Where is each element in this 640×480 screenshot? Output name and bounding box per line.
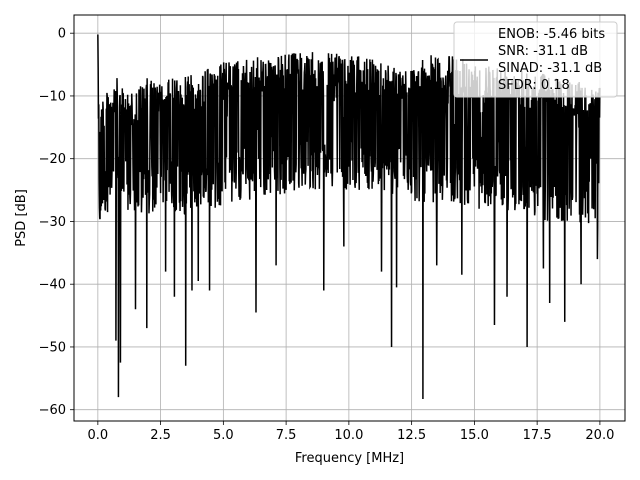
x-axis-title: Frequency [MHz] [295,451,404,466]
plot-frame [73,14,626,422]
legend-snr: SNR: -31.1 dB [498,44,588,59]
legend-sfdr: SFDR: 0.18 [498,78,570,93]
y-tick-label: 0 [58,27,66,42]
x-tick-label: 15.0 [460,428,489,443]
legend-sinad: SINAD: -31.1 dB [498,61,602,76]
x-tick-label: 12.5 [397,428,426,443]
y-tick-label: −10 [39,89,66,104]
x-tick-label: 10.0 [334,428,363,443]
y-tick-label: −60 [39,403,66,418]
x-tick-label: 17.5 [523,428,552,443]
x-tick-label: 7.5 [276,428,297,443]
y-tick-label: −40 [39,278,66,293]
x-tick-label: 2.5 [150,428,171,443]
legend: ENOB: -5.46 bits SNR: -31.1 dB SINAD: -3… [453,21,618,98]
x-tick-label: 20.0 [585,428,614,443]
legend-box [453,21,618,98]
tick-layer: 0.0 2.5 5.0 7.5 10.0 12.5 15.0 17.5 20.0 0 −10 −20 −… [39,27,615,443]
x-tick-label: 5.0 [213,428,234,443]
x-tick-label: 0.0 [88,428,109,443]
y-axis-title: PSD [dB] [14,189,29,247]
legend-enob: ENOB: -5.46 bits [498,27,605,42]
y-tick-label: −20 [39,152,66,167]
y-tick-label: −30 [39,215,66,230]
y-tick-label: −50 [39,340,66,355]
